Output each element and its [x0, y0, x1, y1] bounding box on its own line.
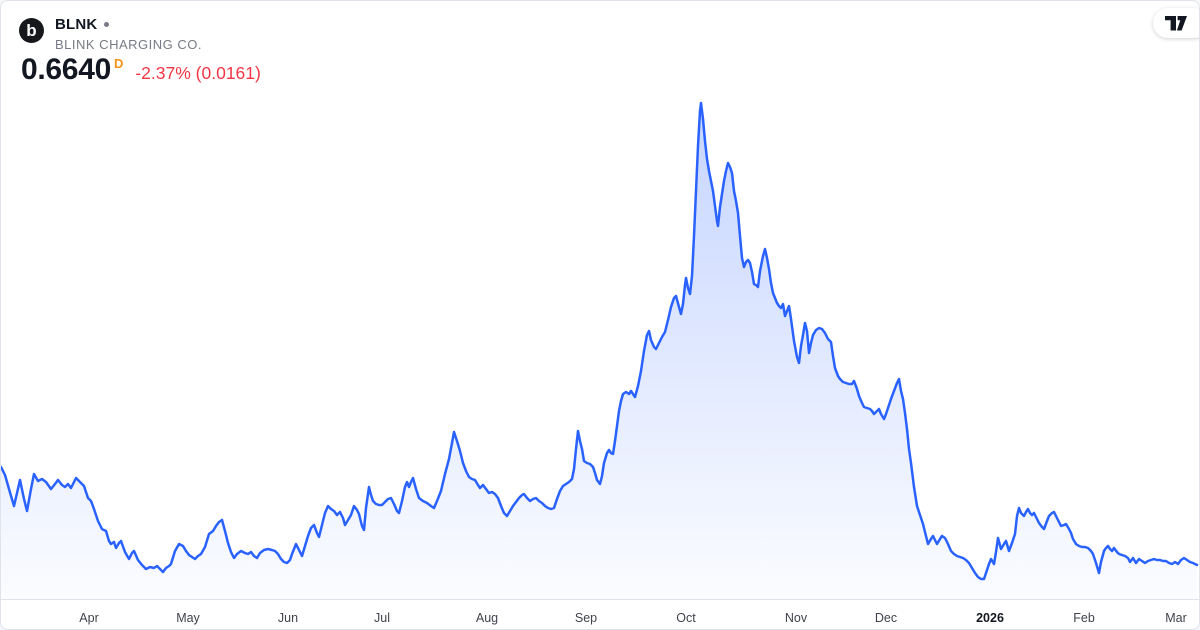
tradingview-attribution-badge[interactable] — [1153, 8, 1199, 38]
company-name: BLINK CHARGING CO. — [55, 37, 202, 52]
last-price: 0.6640 — [21, 53, 111, 86]
blink-charging-logo: b — [19, 18, 44, 43]
logo-letter: b — [26, 21, 37, 40]
chart-area-fill — [1, 103, 1197, 599]
chart-price-line — [1, 101, 1199, 581]
interval-badge[interactable]: D — [113, 56, 124, 71]
x-axis-separator-line — [1, 599, 1199, 600]
market-status-dot-icon — [104, 22, 110, 27]
tradingview-logo-icon — [1165, 15, 1187, 30]
symbol-header: b BLNK BLINK CHARGING CO. — [19, 16, 202, 52]
price-row: 0.6640 D -2.37% (0.0161) — [21, 53, 261, 87]
price-change: -2.37% (0.0161) — [135, 63, 261, 83]
ticker-symbol[interactable]: BLNK — [55, 16, 98, 33]
